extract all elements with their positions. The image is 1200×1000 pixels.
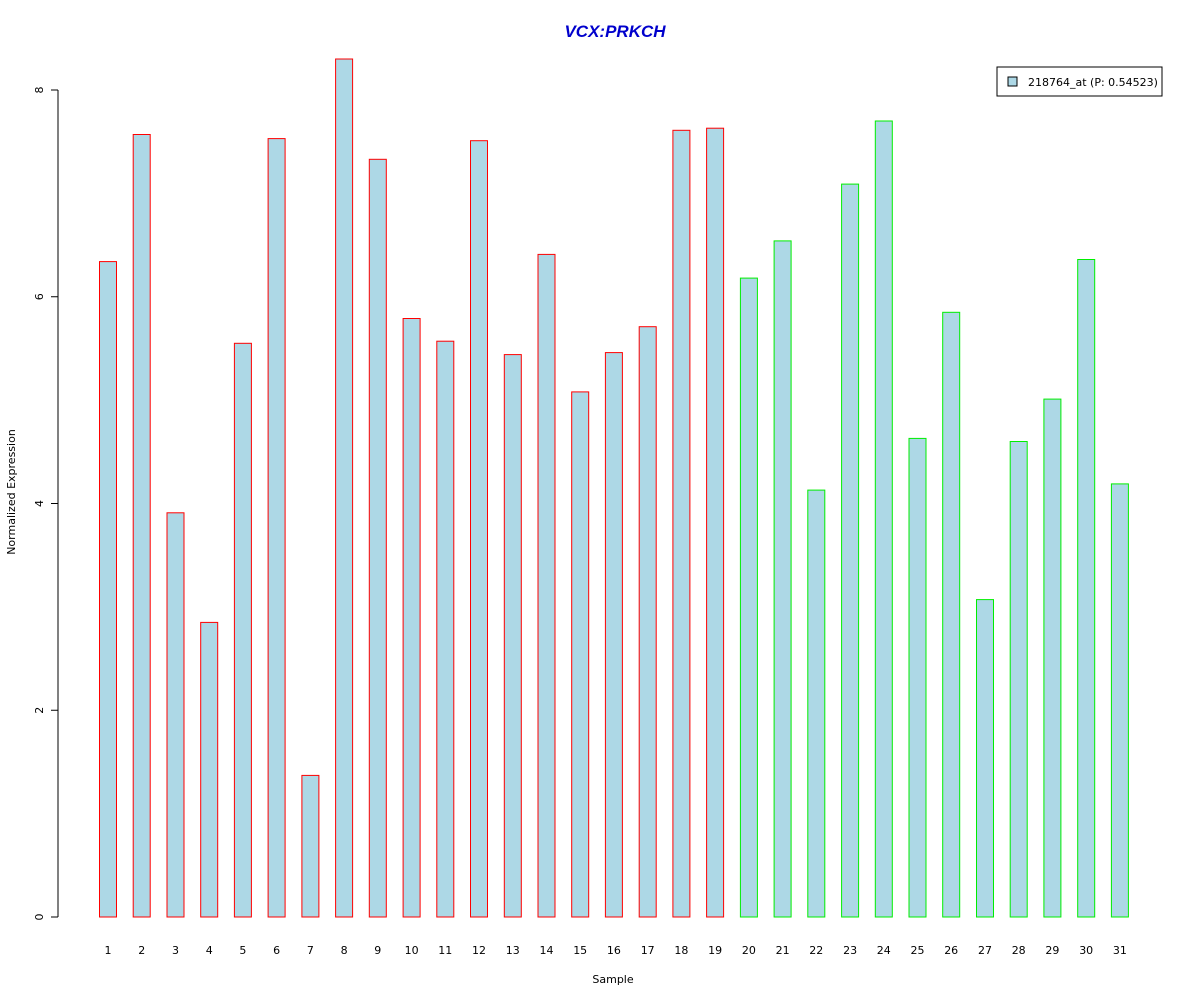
y-axis-label: Normalized Expression <box>5 429 18 555</box>
bar-sample-5 <box>233 342 252 918</box>
bar-sample-7 <box>301 774 320 918</box>
x-tick-label: 10 <box>405 944 419 957</box>
bar-sample-21 <box>773 240 792 918</box>
x-tick-label: 22 <box>809 944 823 957</box>
x-tick-label: 26 <box>944 944 958 957</box>
x-tick-label: 17 <box>641 944 655 957</box>
bar-sample-13 <box>503 354 522 918</box>
bar-sample-1 <box>99 261 117 918</box>
x-tick-label: 5 <box>239 944 246 957</box>
x-tick-label: 31 <box>1113 944 1127 957</box>
bar-sample-2 <box>132 134 151 918</box>
y-tick-label: 2 <box>33 707 46 714</box>
bar-sample-22 <box>807 489 826 918</box>
x-tick-label: 2 <box>138 944 145 957</box>
x-axis-label: Sample <box>592 973 633 986</box>
chart-title: VCX:PRKCH <box>564 22 666 41</box>
x-tick-label: 11 <box>438 944 452 957</box>
x-tick-label: 23 <box>843 944 857 957</box>
bar-sample-9 <box>368 158 387 918</box>
bar-sample-8 <box>335 58 354 918</box>
bar-sample-15 <box>571 391 590 918</box>
x-tick-label: 29 <box>1045 944 1059 957</box>
legend-box <box>996 66 1163 97</box>
x-tick-label: 21 <box>776 944 790 957</box>
legend-swatch <box>1007 76 1018 87</box>
legend: 218764_at (P: 0.54523) <box>996 66 1163 97</box>
bar-sample-26 <box>942 311 961 918</box>
bar-sample-25 <box>908 437 927 918</box>
x-tick-label: 13 <box>506 944 520 957</box>
x-tick-label: 8 <box>341 944 348 957</box>
bar-sample-11 <box>436 340 455 918</box>
x-tick-label: 1 <box>105 944 112 957</box>
x-tick-label: 16 <box>607 944 621 957</box>
x-tick-label: 14 <box>540 944 554 957</box>
bar-sample-4 <box>200 621 219 918</box>
x-tick-label: 12 <box>472 944 486 957</box>
x-tick-label: 30 <box>1079 944 1093 957</box>
bar-sample-27 <box>976 599 994 918</box>
bar-sample-31 <box>1110 483 1129 918</box>
x-tick-labels: 1 2 3 4 5 6 7 8 9 10 11 12 13 14 15 16 17 18 19 20 21 22 23 24 2… <box>105 944 1127 957</box>
bar-sample-12 <box>470 140 488 918</box>
bar-sample-14 <box>537 253 556 918</box>
x-tick-label: 24 <box>877 944 891 957</box>
y-tick-label: 8 <box>33 87 46 94</box>
bar-sample-29 <box>1043 398 1062 918</box>
x-tick-label: 18 <box>674 944 688 957</box>
x-tick-label: 25 <box>911 944 925 957</box>
y-tick-label: 0 <box>33 914 46 921</box>
x-tick-label: 9 <box>374 944 381 957</box>
y-tick-label: 6 <box>33 293 46 300</box>
bar-sample-3 <box>166 512 185 918</box>
bar-sample-6 <box>267 138 286 918</box>
bar-sample-30 <box>1077 259 1096 918</box>
x-tick-label: 3 <box>172 944 179 957</box>
x-tick-label: 6 <box>273 944 280 957</box>
bar-sample-10 <box>402 318 421 918</box>
x-tick-label: 15 <box>573 944 587 957</box>
bar-sample-24 <box>874 120 893 918</box>
bar-sample-20 <box>739 277 758 918</box>
y-tick-label: 4 <box>33 500 46 507</box>
bar-sample-28 <box>1009 441 1028 918</box>
x-tick-label: 4 <box>206 944 213 957</box>
x-tick-label: 27 <box>978 944 992 957</box>
bars-group <box>99 58 1129 918</box>
bar-sample-19 <box>706 127 725 918</box>
x-tick-label: 19 <box>708 944 722 957</box>
bar-sample-23 <box>841 183 860 918</box>
bar-sample-18 <box>672 129 691 918</box>
x-tick-label: 7 <box>307 944 314 957</box>
y-axis: 0 2 4 6 8 <box>33 87 59 921</box>
x-tick-label: 28 <box>1012 944 1026 957</box>
bar-sample-16 <box>604 352 623 918</box>
bar-sample-17 <box>638 326 657 918</box>
x-tick-label: 20 <box>742 944 756 957</box>
legend-label: 218764_at (P: 0.54523) <box>1028 76 1158 89</box>
